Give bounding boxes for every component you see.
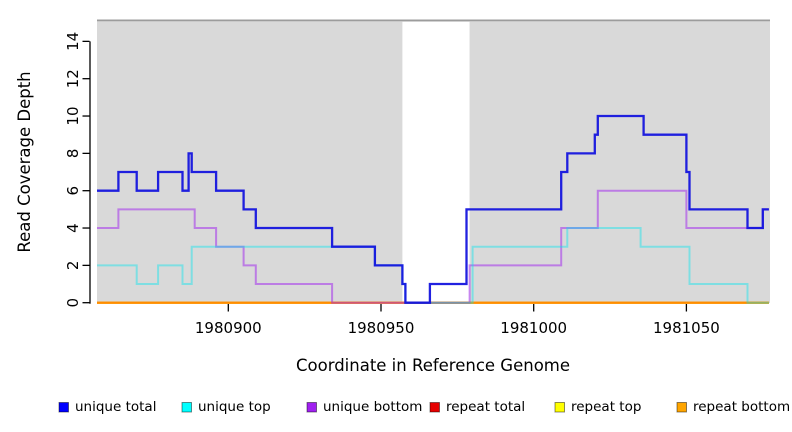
legend-label-repeat-top: repeat top — [571, 399, 641, 415]
legend-swatch-unique-total — [58, 402, 69, 413]
x-tick-label: 1981000 — [500, 319, 567, 337]
series-unique-total — [97, 114, 769, 304]
legend-swatch-repeat-top — [554, 402, 565, 413]
x-tick-label: 1980950 — [348, 319, 415, 337]
y-tick-label: 12 — [64, 69, 82, 88]
legend-swatch-unique-top — [181, 402, 192, 413]
legend-swatch-unique-bottom — [306, 402, 317, 413]
legend-label-unique-total: unique total — [75, 399, 156, 415]
legend-swatch-repeat-bottom — [676, 402, 687, 413]
series-unique-bottom — [97, 189, 769, 304]
y-tick-label: 6 — [64, 186, 82, 196]
y-tick-label: 14 — [64, 32, 82, 51]
gap-region — [402, 21, 470, 303]
y-tick-label: 8 — [64, 149, 82, 159]
y-tick-label: 4 — [64, 223, 82, 233]
x-tick-label: 1981050 — [653, 319, 720, 337]
y-axis-title: Read Coverage Depth — [15, 71, 34, 252]
y-tick-label: 10 — [64, 106, 82, 125]
legend-label-repeat-bottom: repeat bottom — [693, 399, 790, 415]
y-tick-label: 0 — [64, 298, 82, 308]
x-axis-title: Coordinate in Reference Genome — [296, 356, 570, 375]
legend-swatch-repeat-total — [429, 402, 440, 413]
legend-label-unique-top: unique top — [198, 399, 271, 415]
legend-label-unique-bottom: unique bottom — [323, 399, 422, 415]
y-tick-label: 2 — [64, 261, 82, 271]
legend-label-repeat-total: repeat total — [446, 399, 525, 415]
x-tick-label: 1980900 — [195, 319, 262, 337]
